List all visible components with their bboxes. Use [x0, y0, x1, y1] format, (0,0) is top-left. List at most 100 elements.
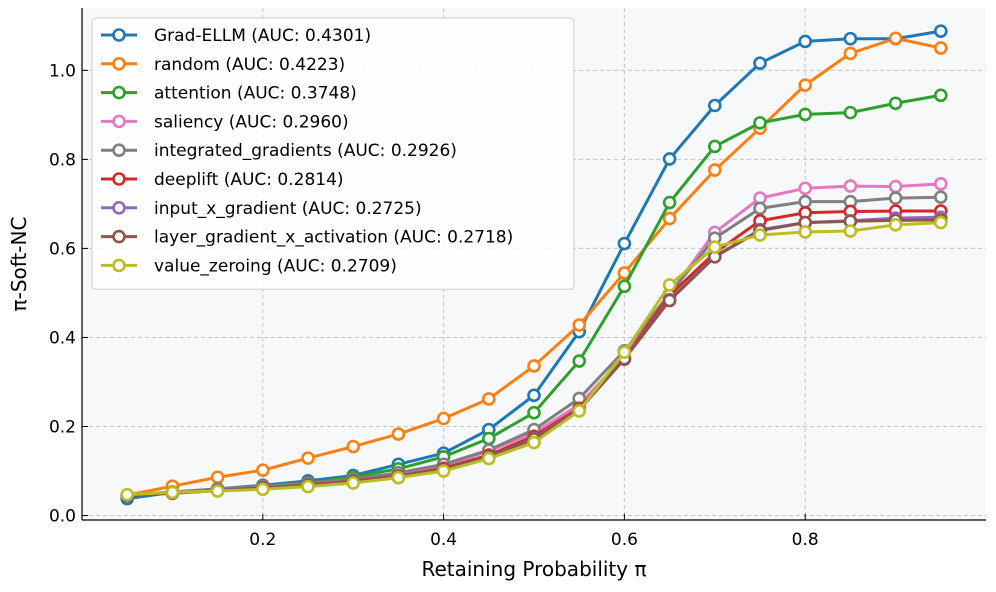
- y-axis-label: π-Soft-NC: [7, 217, 31, 312]
- data-point: [843, 179, 858, 193]
- data-point: [527, 405, 541, 420]
- data-point: [617, 279, 632, 294]
- legend-marker: [112, 201, 126, 215]
- data-point: [888, 191, 903, 205]
- data-point: [210, 484, 225, 498]
- data-point: [888, 96, 903, 111]
- data-point: [707, 240, 722, 254]
- data-point: [933, 24, 948, 38]
- data-point: [346, 439, 361, 454]
- data-point: [888, 218, 903, 232]
- data-point: [933, 190, 948, 205]
- data-point: [527, 435, 541, 450]
- data-point: [933, 88, 948, 103]
- axes: 0.2 0.4 0.6 0.8 0.0 0.2 0.4 0.6 0.8 1.0: [49, 8, 986, 550]
- data-point: [481, 392, 496, 406]
- data-point: [662, 293, 677, 308]
- series-8: [120, 215, 948, 502]
- legend-marker: [112, 114, 126, 129]
- data-point: [617, 345, 632, 359]
- legend-marker: [112, 143, 126, 157]
- data-point: [798, 34, 813, 49]
- data-point: [572, 318, 587, 332]
- legend-marker: [112, 258, 126, 273]
- data-point: [798, 181, 813, 196]
- data-point: [391, 427, 406, 441]
- y-tick-label: 0.2: [49, 418, 76, 438]
- legend-marker: [112, 56, 126, 71]
- data-point: [843, 31, 858, 46]
- legend-label: value_zeroing (AUC: 0.2709): [154, 256, 397, 276]
- legend-marker: [112, 28, 126, 42]
- series-1: [120, 31, 948, 502]
- legend-marker: [112, 85, 126, 100]
- data-point: [662, 152, 677, 166]
- legend-marker: [112, 172, 126, 186]
- y-tick-label: 0.0: [49, 507, 76, 527]
- data-point: [798, 107, 813, 122]
- data-point: [617, 236, 632, 251]
- data-point: [572, 404, 587, 418]
- data-point: [798, 194, 813, 209]
- x-tick-label: 0.6: [611, 530, 638, 550]
- x-tick-label: 0.8: [792, 530, 819, 550]
- data-point: [707, 139, 722, 154]
- data-point: [707, 163, 722, 177]
- legend-label: input_x_gradient (AUC: 0.2725): [154, 199, 422, 219]
- data-point: [301, 451, 315, 465]
- x-tick-label: 0.4: [430, 530, 457, 550]
- x-tick-label: 0.2: [249, 530, 276, 550]
- data-point: [707, 98, 722, 113]
- data-point: [843, 46, 858, 61]
- data-point: [933, 41, 948, 55]
- data-point: [391, 470, 406, 485]
- legend-marker: [112, 229, 126, 244]
- data-point: [255, 482, 270, 497]
- data-point: [888, 31, 903, 46]
- data-point: [527, 359, 541, 373]
- legend: Grad-ELLM (AUC: 0.4301) random (AUC: 0.42…: [91, 17, 575, 290]
- data-point: [798, 78, 813, 92]
- y-tick-label: 0.4: [49, 328, 76, 348]
- data-point: [481, 451, 496, 466]
- data-point: [662, 211, 677, 226]
- data-point: [527, 388, 541, 403]
- legend-label: attention (AUC: 0.3748): [154, 84, 357, 104]
- data-point: [662, 195, 677, 210]
- data-point: [346, 476, 361, 490]
- data-point: [255, 463, 270, 477]
- data-point: [843, 105, 858, 120]
- legend-label: random (AUC: 0.4223): [154, 55, 345, 75]
- y-tick-label: 1.0: [49, 61, 76, 81]
- legend-label: integrated_gradients (AUC: 0.2926): [154, 141, 457, 161]
- data-point: [481, 431, 496, 446]
- data-point: [301, 479, 315, 494]
- data-point: [165, 485, 180, 500]
- data-point: [572, 354, 587, 368]
- legend-label: Grad-ELLM (AUC: 0.4301): [154, 26, 371, 46]
- data-point: [753, 116, 767, 130]
- legend-box: [91, 17, 575, 290]
- data-point: [617, 266, 632, 280]
- data-point: [753, 228, 767, 242]
- data-point: [753, 201, 767, 216]
- data-point: [436, 411, 451, 426]
- y-tick-label: 0.6: [49, 239, 76, 259]
- legend-label: saliency (AUC: 0.2960): [154, 112, 349, 132]
- data-point: [120, 487, 134, 502]
- data-point: [753, 56, 767, 71]
- data-point: [933, 215, 948, 230]
- x-axis-label: Retaining Probability π: [421, 557, 646, 581]
- series-group: [120, 24, 948, 506]
- data-point: [436, 464, 451, 478]
- legend-label: deeplift (AUC: 0.2814): [154, 170, 344, 190]
- data-point: [933, 177, 948, 191]
- legend-label: layer_gradient_x_activation (AUC: 0.2718…: [154, 228, 513, 248]
- data-point: [843, 224, 858, 238]
- data-point: [888, 179, 903, 194]
- data-point: [210, 470, 225, 485]
- data-point: [798, 225, 813, 239]
- y-tick-label: 0.8: [49, 150, 76, 170]
- data-point: [662, 278, 677, 292]
